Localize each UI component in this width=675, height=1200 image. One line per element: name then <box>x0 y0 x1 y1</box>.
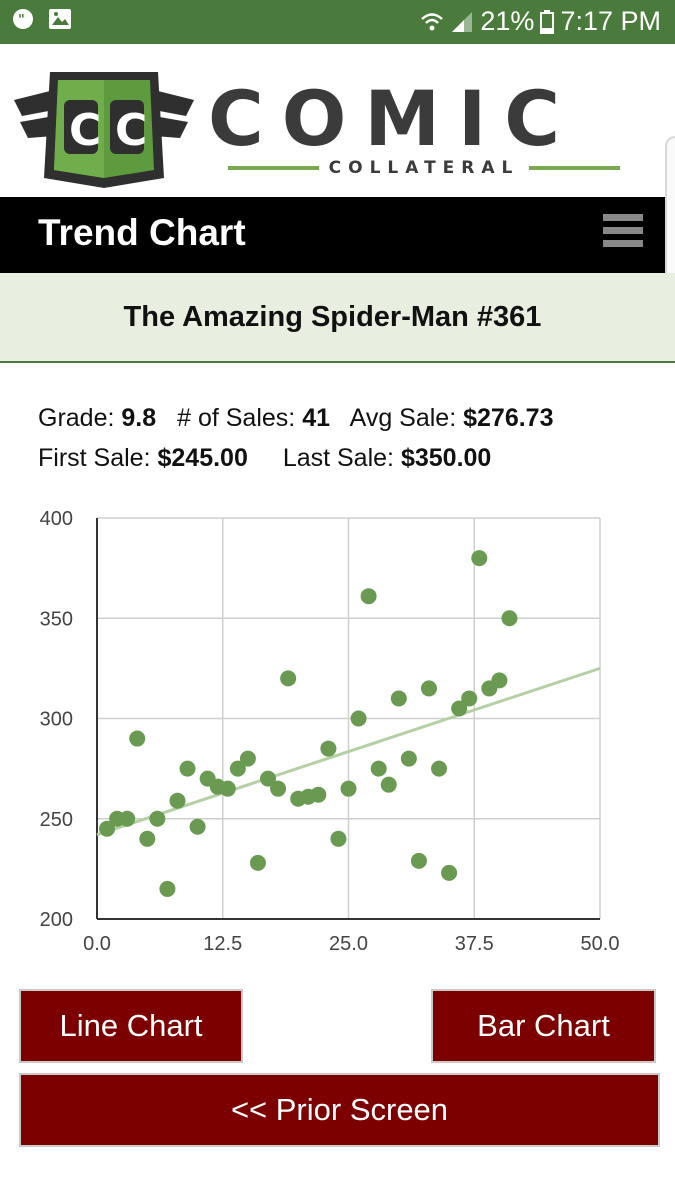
chat-bubble-icon: " <box>12 8 34 30</box>
data-point <box>420 680 437 697</box>
svg-text:": " <box>18 13 25 28</box>
data-point <box>169 792 186 809</box>
y-tick-label: 400 <box>40 508 73 530</box>
data-point <box>189 818 206 835</box>
battery-percent: 21% <box>480 6 535 36</box>
tagline-rule-right <box>529 166 620 170</box>
clock: 7:17 PM <box>560 6 661 36</box>
stats-row-2: First Sale: $245.00 Last Sale: $350.00 <box>38 438 553 478</box>
brand-tagline: COLLATERAL <box>228 158 620 178</box>
title-bar: Trend Chart <box>0 197 665 273</box>
stats-row-1: Grade: 9.8 # of Sales: 41 Avg Sale: $276… <box>38 398 553 438</box>
last-sale-label: Last Sale: <box>282 444 394 472</box>
data-point <box>310 786 327 803</box>
page-title: Trend Chart <box>38 212 246 253</box>
tagline-text: COLLATERAL <box>328 158 520 178</box>
y-tick-label: 300 <box>40 709 73 731</box>
logo-badge[interactable]: C C <box>14 66 194 195</box>
x-tick-label: 50.0 <box>581 933 620 955</box>
sales-count-label: # of Sales: <box>177 404 296 432</box>
data-point <box>219 780 236 797</box>
first-sale-value: $245.00 <box>157 444 248 472</box>
data-point <box>461 690 478 707</box>
tagline-rule-left <box>228 166 319 170</box>
trend-scatter-chart: 200 250 300 350 400 0.0 12.5 25.0 37.5 50.0 <box>40 508 620 955</box>
data-point <box>400 750 417 767</box>
data-point <box>410 852 427 869</box>
data-point <box>239 750 256 767</box>
grade-value: 9.8 <box>121 404 157 432</box>
comic-title: The Amazing Spider-Man #361 <box>123 301 542 333</box>
x-tick-label: 0.0 <box>83 933 111 955</box>
y-tick-label: 250 <box>40 809 73 831</box>
data-point <box>249 854 266 871</box>
data-point <box>330 830 347 847</box>
grade-label: Grade: <box>38 404 115 432</box>
last-sale-value: $350.00 <box>400 444 492 472</box>
data-point <box>390 690 407 707</box>
avg-sale-value: $276.73 <box>463 404 554 432</box>
data-point <box>229 760 246 777</box>
x-tick-label: 25.0 <box>329 933 368 955</box>
data-point <box>149 810 166 827</box>
x-tick-label: 12.5 <box>203 933 242 955</box>
data-point <box>491 672 508 689</box>
data-point <box>451 700 468 717</box>
data-point <box>340 780 357 797</box>
data-point <box>139 830 156 847</box>
site-header[interactable]: C C COMIC COLLATERAL <box>0 44 675 196</box>
data-point <box>129 730 146 747</box>
data-point <box>270 780 287 797</box>
sales-count-value: 41 <box>302 404 331 432</box>
first-sale-label: First Sale: <box>38 444 151 472</box>
data-point <box>119 810 136 827</box>
data-point <box>350 710 367 727</box>
wifi-icon <box>420 10 444 34</box>
sales-stats: Grade: 9.8 # of Sales: 41 Avg Sale: $276… <box>38 398 553 478</box>
data-point <box>471 550 488 567</box>
data-point <box>159 880 176 897</box>
data-point <box>431 760 448 777</box>
status-bar: " 21% 7:17 PM <box>0 0 675 44</box>
data-point <box>280 670 297 687</box>
data-point <box>99 820 116 837</box>
hamburger-icon[interactable] <box>603 214 643 252</box>
comic-title-band: The Amazing Spider-Man #361 <box>0 273 675 363</box>
image-icon <box>48 8 72 30</box>
data-point <box>501 610 518 627</box>
data-point <box>360 588 377 605</box>
data-point <box>320 740 337 757</box>
data-point <box>441 864 458 881</box>
data-point <box>370 760 387 777</box>
data-point <box>179 760 196 777</box>
data-point <box>260 770 277 787</box>
avg-sale-label: Avg Sale: <box>349 404 457 432</box>
line-chart-button[interactable]: Line Chart <box>19 989 243 1063</box>
y-tick-label: 350 <box>40 608 73 630</box>
bar-chart-button[interactable]: Bar Chart <box>431 989 656 1063</box>
battery-icon <box>540 9 555 34</box>
brand-name: COMIC <box>208 74 579 163</box>
data-point <box>380 776 397 793</box>
svg-text:C: C <box>69 105 101 156</box>
y-tick-label: 200 <box>40 909 73 931</box>
svg-text:C: C <box>115 105 147 156</box>
x-tick-label: 37.5 <box>455 933 494 955</box>
signal-icon <box>450 10 474 34</box>
prior-screen-button[interactable]: << Prior Screen <box>19 1073 660 1147</box>
